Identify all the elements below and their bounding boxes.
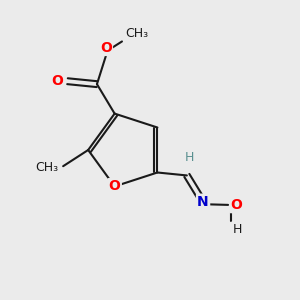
Text: N: N xyxy=(197,195,209,209)
Text: O: O xyxy=(100,41,112,55)
Text: CH₃: CH₃ xyxy=(125,27,148,40)
Text: CH₃: CH₃ xyxy=(36,161,59,174)
Text: H: H xyxy=(232,223,242,236)
Text: O: O xyxy=(109,179,121,194)
Text: H: H xyxy=(185,151,194,164)
Text: O: O xyxy=(51,74,63,88)
Text: O: O xyxy=(230,198,242,212)
